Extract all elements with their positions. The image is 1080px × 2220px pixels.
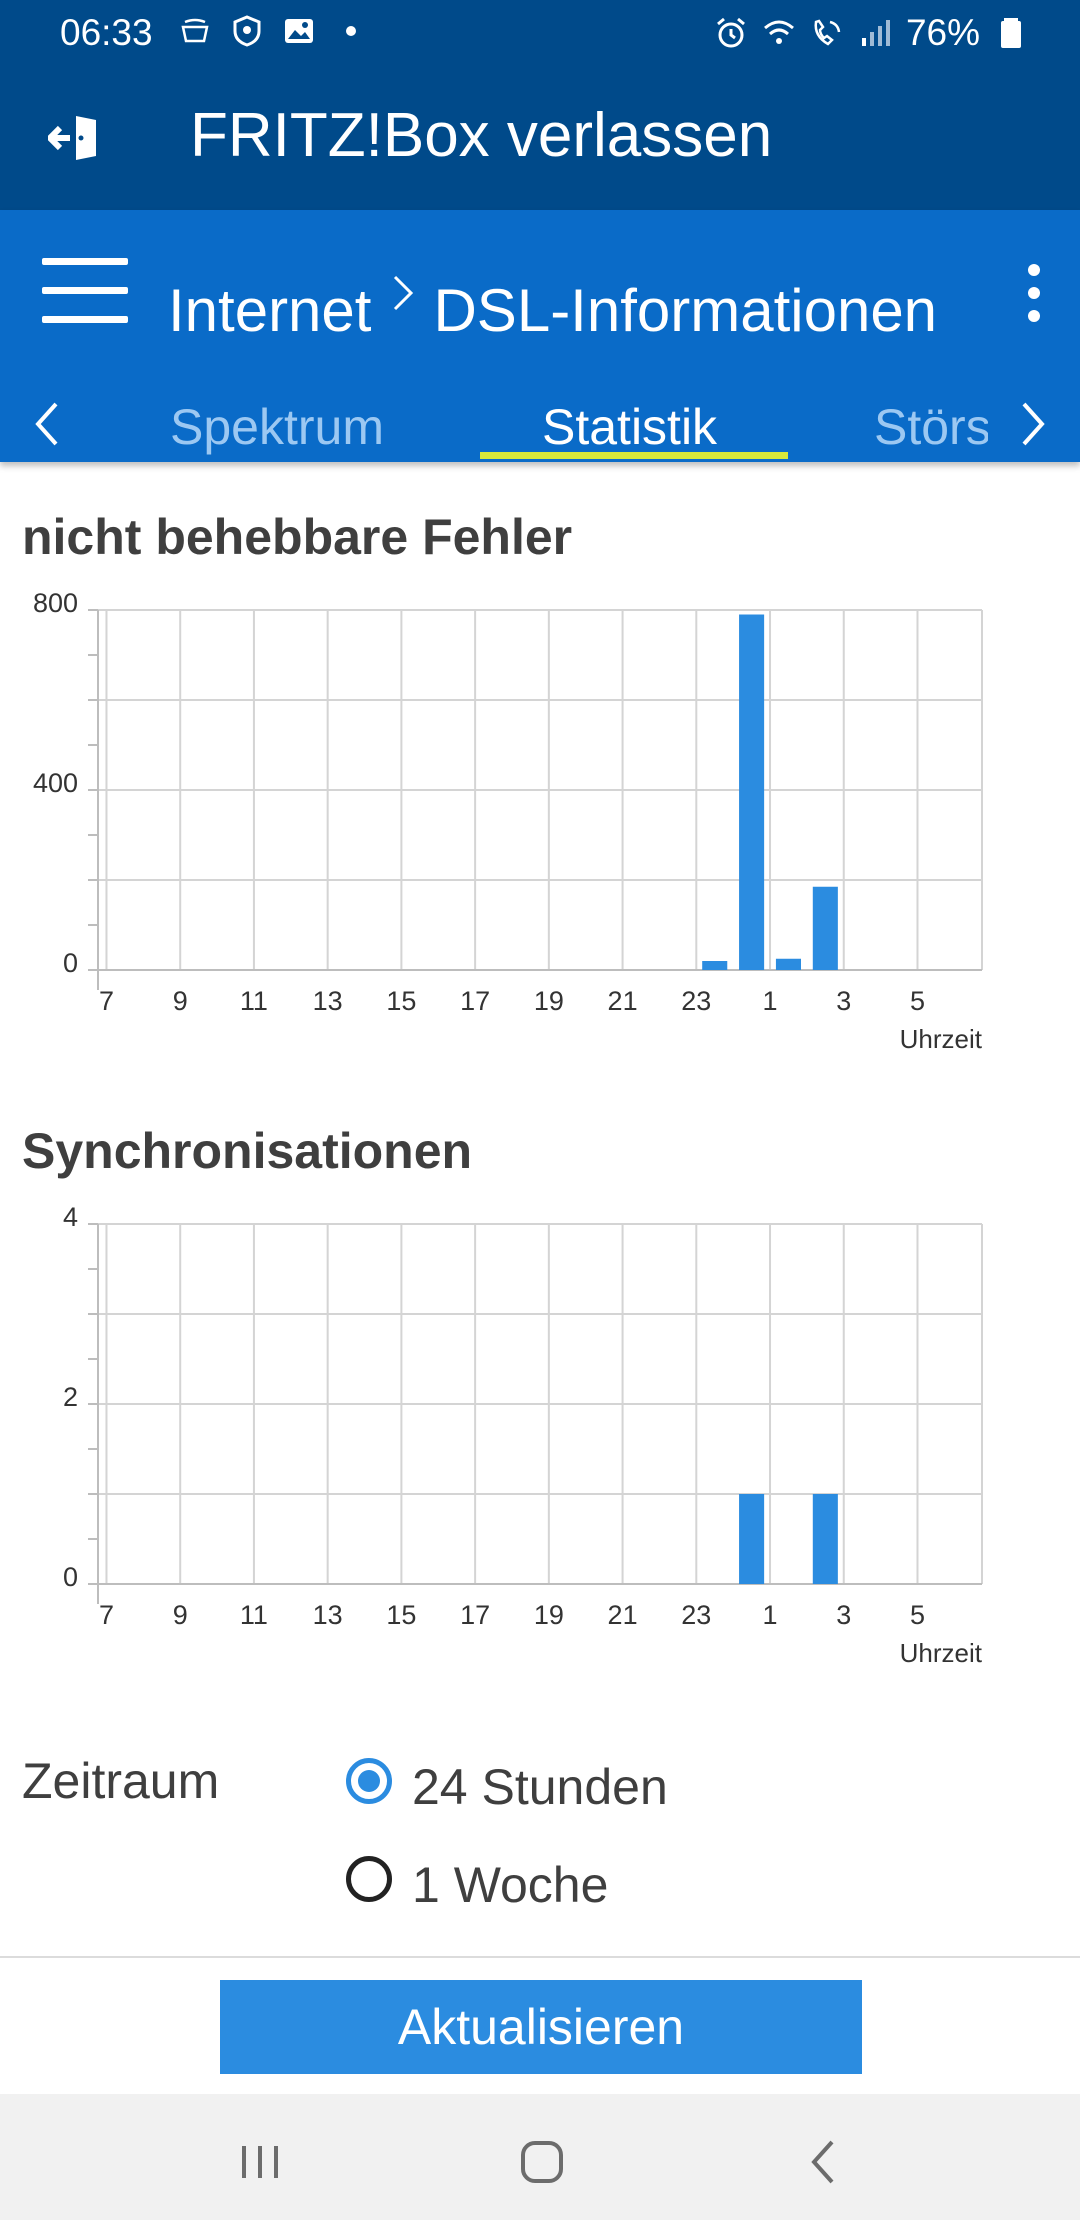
status-time: 06:33 xyxy=(60,12,153,53)
radio-24h[interactable] xyxy=(346,1758,392,1804)
x-tick-label: 7 xyxy=(99,986,114,1016)
image-icon xyxy=(282,14,316,48)
tab-stoersicherheit[interactable]: Störs xyxy=(874,399,988,455)
wifi-call-icon xyxy=(810,16,844,50)
tab-clip: Störs xyxy=(870,384,988,462)
bar xyxy=(775,958,801,970)
bar xyxy=(739,614,765,970)
shield-icon xyxy=(230,14,264,48)
x-tick-label: 19 xyxy=(534,986,564,1016)
x-tick-label: 7 xyxy=(99,1600,114,1630)
radio-1w-row[interactable]: 1 Woche xyxy=(346,1850,608,1913)
refresh-button[interactable]: Aktualisieren xyxy=(220,1980,862,2074)
wifi-icon xyxy=(762,16,796,50)
radio-24h-label[interactable]: 24 Stunden xyxy=(412,1759,668,1815)
x-tick-label: 9 xyxy=(173,1600,188,1630)
status-right-icons: 76% xyxy=(714,12,1028,54)
breadcrumb-current: DSL-Informationen xyxy=(433,277,938,344)
zeitraum-label: Zeitraum xyxy=(22,1753,220,1809)
x-tick-label: 11 xyxy=(240,1600,268,1630)
x-tick-label: 5 xyxy=(910,986,925,1016)
sync-chart-title: Synchronisationen xyxy=(22,1123,473,1179)
x-tick-label: 15 xyxy=(386,1600,416,1630)
more-vertical-icon[interactable] xyxy=(1024,264,1044,322)
y-tick-label: 0 xyxy=(63,1562,78,1592)
exit-bar[interactable]: FRITZ!Box verlassen xyxy=(0,66,1080,210)
radio-24h-row[interactable]: 24 Stunden xyxy=(346,1752,668,1815)
chevron-right-icon xyxy=(394,275,414,310)
x-tick-label: 23 xyxy=(681,1600,711,1630)
tab-scroll-right-icon[interactable] xyxy=(1012,398,1052,450)
x-tick-label: 9 xyxy=(173,986,188,1016)
tab-scroll-left-icon[interactable] xyxy=(28,398,68,450)
x-tick-label: 1 xyxy=(763,1600,778,1630)
status-bar: 06:33 76% xyxy=(0,0,1080,66)
tab-spektrum[interactable]: Spektrum xyxy=(170,399,384,455)
x-axis-label: Uhrzeit xyxy=(900,1024,983,1054)
x-tick-label: 11 xyxy=(240,986,268,1016)
amazon-icon xyxy=(178,14,212,48)
hamburger-menu-icon[interactable] xyxy=(42,258,128,324)
recent-apps-icon[interactable] xyxy=(230,2132,290,2192)
x-tick-label: 15 xyxy=(386,986,416,1016)
divider xyxy=(0,1956,1080,1958)
app-bar: Internet DSL-Informationen Spektrum Stat… xyxy=(0,210,1080,462)
x-tick-label: 5 xyxy=(910,1600,925,1630)
home-icon[interactable] xyxy=(512,2132,572,2192)
alarm-icon xyxy=(714,16,748,50)
x-tick-label: 13 xyxy=(313,986,343,1016)
tab-statistik[interactable]: Statistik xyxy=(542,399,718,455)
x-tick-label: 3 xyxy=(836,1600,851,1630)
battery-percent: 76% xyxy=(905,12,980,53)
x-axis-label: Uhrzeit xyxy=(900,1638,983,1668)
radio-1w-label[interactable]: 1 Woche xyxy=(412,1857,609,1913)
y-tick-label: 2 xyxy=(63,1382,78,1412)
signal-icon xyxy=(858,16,892,50)
back-icon[interactable] xyxy=(794,2132,854,2192)
breadcrumb-parent[interactable]: Internet xyxy=(168,277,372,344)
active-tab-indicator xyxy=(480,452,788,459)
bar xyxy=(739,1494,765,1584)
y-tick-label: 800 xyxy=(33,588,78,618)
system-nav-bar xyxy=(0,2094,1080,2220)
x-tick-label: 17 xyxy=(460,986,490,1016)
x-tick-label: 3 xyxy=(836,986,851,1016)
tab-bar: Spektrum Statistik Störs xyxy=(0,384,1080,462)
y-tick-label: 4 xyxy=(63,1202,78,1232)
status-left-icons xyxy=(178,14,368,48)
bar xyxy=(702,961,728,970)
x-tick-label: 21 xyxy=(608,1600,638,1630)
errors-chart-title: nicht behebbare Fehler xyxy=(22,509,573,565)
breadcrumb: Internet DSL-Informationen xyxy=(168,275,938,345)
y-tick-label: 400 xyxy=(33,768,78,798)
radio-1w[interactable] xyxy=(346,1856,392,1902)
x-tick-label: 17 xyxy=(460,1600,490,1630)
battery-icon xyxy=(994,16,1028,50)
bar xyxy=(812,886,838,970)
y-tick-label: 0 xyxy=(63,948,78,978)
exit-label[interactable]: FRITZ!Box verlassen xyxy=(190,101,773,170)
dot-icon xyxy=(334,14,368,48)
x-tick-label: 21 xyxy=(608,986,638,1016)
exit-icon[interactable] xyxy=(45,110,104,166)
x-tick-label: 23 xyxy=(681,986,711,1016)
x-tick-label: 19 xyxy=(534,1600,564,1630)
bar xyxy=(812,1494,838,1584)
x-tick-label: 1 xyxy=(763,986,778,1016)
x-tick-label: 13 xyxy=(313,1600,343,1630)
